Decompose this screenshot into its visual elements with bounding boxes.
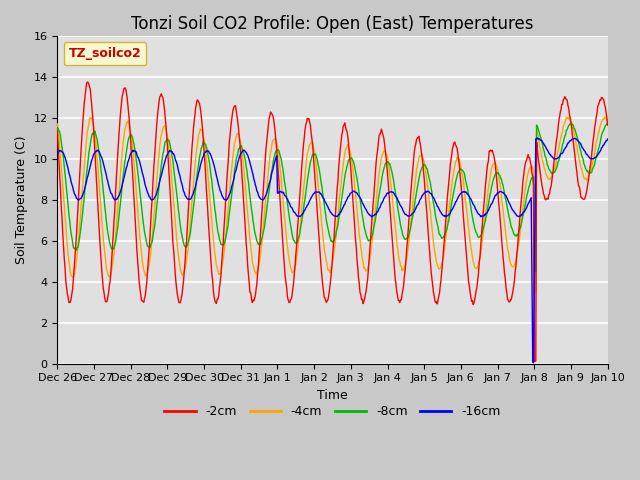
Title: Tonzi Soil CO2 Profile: Open (East) Temperatures: Tonzi Soil CO2 Profile: Open (East) Temp… [131,15,534,33]
Legend: -2cm, -4cm, -8cm, -16cm: -2cm, -4cm, -8cm, -16cm [159,400,506,423]
X-axis label: Time: Time [317,389,348,402]
Y-axis label: Soil Temperature (C): Soil Temperature (C) [15,135,28,264]
